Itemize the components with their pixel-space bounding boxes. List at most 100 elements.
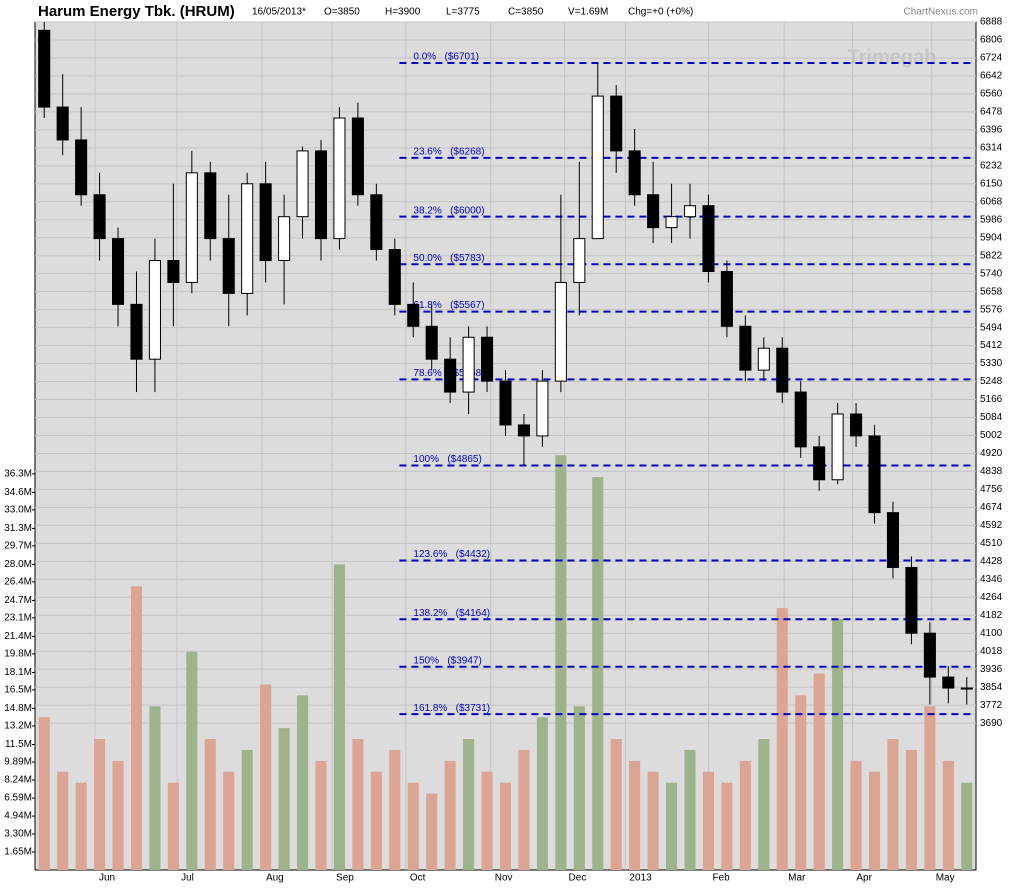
volume-bar [758,739,770,870]
fib-label: 38.2% ($6000) [413,205,484,216]
volume-bar [961,782,973,870]
candle-body [960,687,973,690]
x-tick-label: Feb [712,873,730,883]
y-tick-label: 5166 [980,394,1003,405]
candle-body [278,216,291,262]
candle-body [683,205,697,218]
y-tick-label: 5986 [980,214,1003,225]
y-tick-label: 6396 [980,125,1003,136]
volume-bar [444,760,456,870]
x-tick-label: Jun [99,873,115,883]
volume-tick-label: 11.5M [5,739,32,750]
y-tick-label: 4674 [980,502,1003,513]
volume-bar [426,793,438,870]
volume-bar [647,771,659,870]
candle-body [886,512,900,568]
volume-bar [315,760,327,870]
volume-bar [389,749,401,870]
volume-tick-label: 3.30M [4,829,32,840]
header-change: Chg=+0 (+0%) [628,7,693,18]
y-tick-label: 6724 [980,53,1003,64]
y-tick-label: 3854 [980,682,1003,693]
volume-tick-label: 16.5M [4,685,32,696]
volume-tick-label: 19.8M [4,649,32,660]
volume-tick-label: 8.24M [4,775,32,786]
volume-bar [573,706,585,870]
volume-bar [130,586,143,870]
volume-bar [868,771,881,870]
y-tick-label: 4346 [980,574,1003,585]
y-tick-label: 5330 [980,358,1003,369]
candle-body [573,238,586,283]
y-tick-label: 6560 [980,89,1003,100]
candle-body [628,150,641,196]
volume-bar [850,760,862,870]
candle-body [702,205,715,272]
volume-bar [942,760,954,870]
volume-bar [555,455,567,870]
fib-label: 123.6% ($4432) [413,549,490,560]
y-tick-label: 6068 [980,196,1003,207]
volume-bar [57,771,69,870]
y-tick-label: 4510 [980,538,1003,549]
volume-tick-label: 33.0M [4,504,32,515]
candle-body [222,238,235,294]
candle-body [776,347,789,393]
header-date: 16/05/2013* [252,7,306,18]
volume-tick-label: 29.7M [4,541,32,552]
y-tick-label: 5002 [980,430,1003,441]
fib-label: 23.6% ($6268) [413,147,484,158]
y-tick-label: 6232 [980,160,1003,171]
volume-bar [297,695,309,870]
y-tick-label: 5576 [980,304,1003,315]
y-tick-label: 4592 [980,520,1003,531]
candle-body [185,172,198,283]
volume-tick-label: 36.3M [4,468,32,479]
y-tick-label: 3772 [980,700,1003,711]
fib-label: 150% ($3947) [413,655,481,666]
volume-bar [832,618,844,870]
y-tick-label: 5740 [980,268,1003,279]
candle-body [148,260,161,360]
volume-tick-label: 18.1M [4,667,32,678]
volume-bar [38,717,50,870]
title: Harum Energy Tbk. (HRUM) [38,3,235,20]
volume-tick-label: 14.8M [4,703,32,714]
header-open: O=3850 [324,7,360,18]
header-low: L=3775 [446,7,480,18]
candle-body [407,303,420,327]
y-tick-label: 5904 [980,232,1003,243]
volume-tick-label: 31.3M [4,523,32,534]
x-tick-label: Oct [410,873,426,883]
volume-tick-label: 6.59M [4,793,32,804]
y-tick-label: 6314 [980,142,1003,153]
fib-label: 61.8% ($5567) [413,300,484,311]
volume-bar [518,749,530,870]
volume-bar [463,739,475,870]
candle-body [314,150,328,240]
candle-body [259,183,272,262]
y-tick-label: 3936 [980,664,1003,675]
y-tick-label: 5248 [980,376,1003,387]
x-tick-label: Sep [336,873,354,883]
candle-body [720,270,733,327]
candle-body [517,424,530,437]
volume-tick-label: 4.94M [4,811,32,822]
candle-body [554,281,567,382]
x-tick-label: Aug [266,873,284,883]
x-tick-label: Dec [569,873,587,883]
volume-bar [223,771,235,870]
candle-body [481,336,494,382]
candle-body [296,150,309,218]
volume-bar [776,608,788,870]
source: ChartNexus.com [904,7,978,18]
candle-body [739,325,752,371]
volume-bar [795,695,807,870]
volume-tick-label: 9.89M [4,757,32,768]
y-tick-label: 6642 [980,71,1003,82]
header-volume: V=1.69M [568,7,608,18]
volume-tick-label: 24.7M [4,595,32,606]
volume-bar [481,771,493,870]
y-tick-label: 5494 [980,322,1003,333]
fib-label: 138.2% ($4164) [413,608,490,619]
